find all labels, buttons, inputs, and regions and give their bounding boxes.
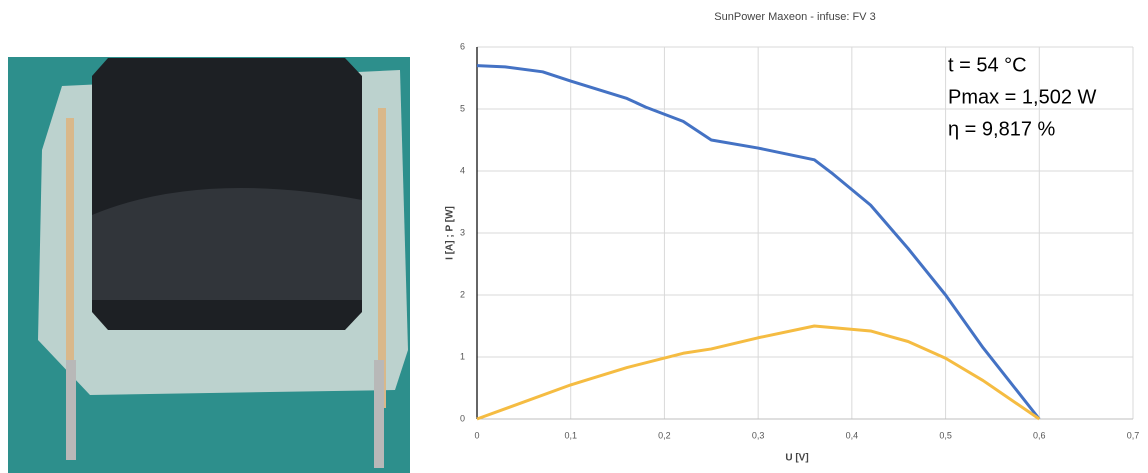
y-tick-label: 5 bbox=[460, 103, 465, 113]
x-tick-label: 0,1 bbox=[564, 430, 577, 440]
x-tick-label: 0,2 bbox=[658, 430, 671, 440]
series-line bbox=[476, 64, 1041, 420]
x-tick-label: 0,7 bbox=[1127, 430, 1140, 440]
y-tick-label: 6 bbox=[460, 41, 465, 51]
x-tick-label: 0,4 bbox=[846, 430, 859, 440]
x-axis-label: U [V] bbox=[785, 453, 808, 464]
y-tick-label: 2 bbox=[460, 289, 465, 299]
y-tick-label: 4 bbox=[460, 165, 465, 175]
y-tick-label: 1 bbox=[460, 351, 465, 361]
y-tick-label: 3 bbox=[460, 227, 465, 237]
annotation: η = 9,817 % bbox=[948, 118, 1056, 140]
annotation: Pmax = 1,502 W bbox=[948, 86, 1097, 108]
photo bbox=[8, 57, 410, 473]
chart-title: SunPower Maxeon - infuse: FV 3 bbox=[714, 11, 875, 23]
x-tick-label: 0 bbox=[474, 430, 479, 440]
x-tick-label: 0,6 bbox=[1033, 430, 1046, 440]
y-axis-label: I [A] ; P [W] bbox=[445, 206, 456, 260]
annotation: t = 54 °C bbox=[948, 54, 1027, 76]
x-tick-label: 0,3 bbox=[752, 430, 765, 440]
x-tick-label: 0,5 bbox=[939, 430, 952, 440]
series-line bbox=[476, 324, 1041, 421]
y-tick-label: 0 bbox=[460, 413, 465, 423]
